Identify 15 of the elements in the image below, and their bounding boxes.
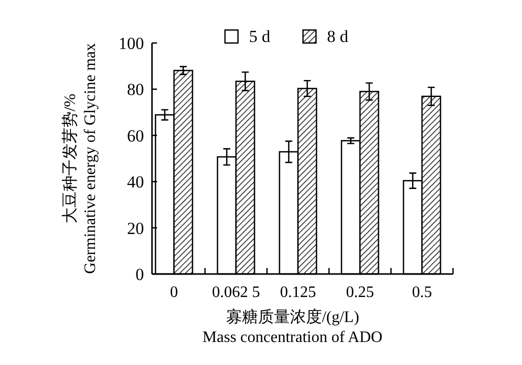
- y-tick-label: 20: [127, 218, 144, 238]
- x-tick-label: 0.062 5: [212, 284, 260, 301]
- y-tick-label: 100: [118, 34, 144, 53]
- x-tick-label: 0: [170, 284, 178, 301]
- y-tick-label: 60: [127, 126, 144, 146]
- x-axis-title: 寡糖质量浓度/(g/L) Mass concentration of ADO: [202, 308, 382, 346]
- y-tick-label: 80: [127, 80, 144, 100]
- legend-label: 5 d: [249, 27, 271, 46]
- x-tick-label: 0.125: [280, 284, 316, 301]
- x-tick-label: 0.5: [412, 284, 432, 301]
- legend-label: 8 d: [327, 27, 349, 46]
- x-tick-label: 0.25: [346, 284, 374, 301]
- y-axis-title: 大豆种子发芽势/% Germinative energy of Glycine max: [61, 43, 99, 274]
- y-tick-label: 40: [127, 172, 144, 192]
- y-tick-label: 0: [136, 265, 144, 284]
